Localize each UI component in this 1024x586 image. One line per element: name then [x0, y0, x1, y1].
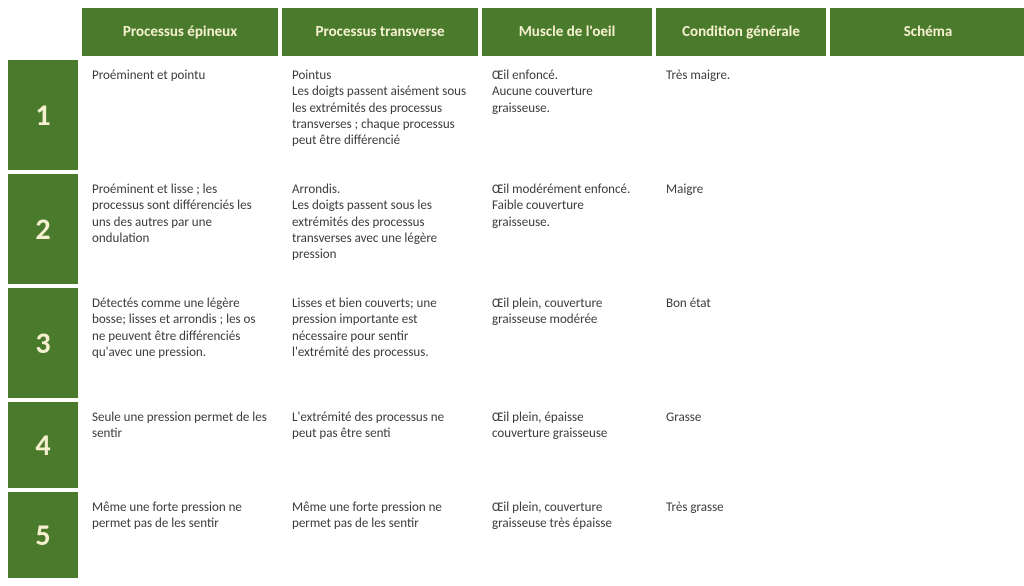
table-cell: [830, 60, 1024, 170]
table-cell: Grasse: [656, 402, 826, 488]
table-cell: Très grasse: [656, 492, 826, 578]
table-cell: Œil enfoncé. Aucune couverture graisseus…: [482, 60, 652, 170]
table-cell: Même une forte pression ne permet pas de…: [82, 492, 278, 578]
table-cell: L'extrémité des processus ne peut pas êt…: [282, 402, 478, 488]
table-cell: Arrondis. Les doigts passent sous les ex…: [282, 174, 478, 284]
table-cell: Maigre: [656, 174, 826, 284]
table-cell: Seule une pression permet de les sentir: [82, 402, 278, 488]
table-cell: Proéminent et pointu: [82, 60, 278, 170]
row-number: 3: [8, 288, 78, 398]
column-header: Muscle de l'oeil: [482, 8, 652, 56]
table-cell: [830, 492, 1024, 578]
table-cell: Pointus Les doigts passent aisément sous…: [282, 60, 478, 170]
condition-score-table: Processus épineuxProcessus transverseMus…: [8, 8, 1016, 578]
table-cell: Proéminent et lisse ; les processus sont…: [82, 174, 278, 284]
column-header: Processus épineux: [82, 8, 278, 56]
table-cell: [830, 402, 1024, 488]
table-cell: Lisses et bien couverts; une pression im…: [282, 288, 478, 398]
table-cell: Bon état: [656, 288, 826, 398]
table-cell: Œil plein, épaisse couverture graisseuse: [482, 402, 652, 488]
table-cell: Œil modérément enfoncé. Faible couvertur…: [482, 174, 652, 284]
row-number: 4: [8, 402, 78, 488]
table-cell: Très maigre.: [656, 60, 826, 170]
column-header: Condition générale: [656, 8, 826, 56]
corner-blank: [8, 8, 78, 56]
table-cell: [830, 174, 1024, 284]
table-cell: Œil plein, couverture graisseuse très ép…: [482, 492, 652, 578]
table-cell: Même une forte pression ne permet pas de…: [282, 492, 478, 578]
table-cell: Détectés comme une légère bosse; lisses …: [82, 288, 278, 398]
table-cell: [830, 288, 1024, 398]
row-number: 2: [8, 174, 78, 284]
table-cell: Œil plein, couverture graisseuse modérée: [482, 288, 652, 398]
row-number: 5: [8, 492, 78, 578]
column-header: Processus transverse: [282, 8, 478, 56]
row-number: 1: [8, 60, 78, 170]
column-header: Schéma: [830, 8, 1024, 56]
